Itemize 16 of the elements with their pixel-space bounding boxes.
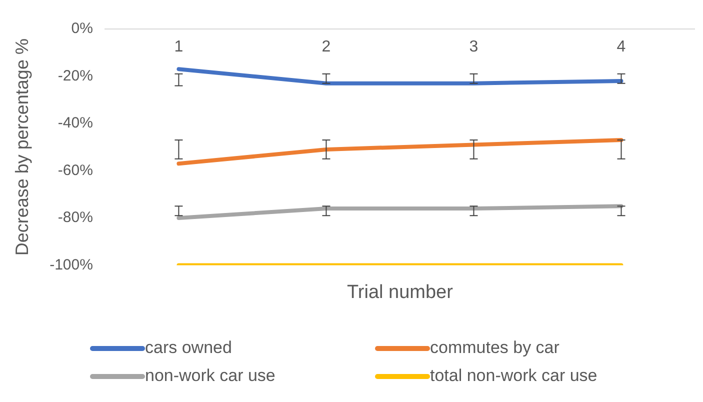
y-tick-label: -100% [50,256,93,274]
x-tick-label: 3 [469,38,478,56]
y-tick-label: -40% [58,114,93,132]
legend-label: commutes by car [430,338,560,358]
y-tick-label: -60% [58,162,93,179]
y-tick-label: -80% [58,209,93,226]
x-axis-title: Trial number [347,282,454,303]
x-tick-label: 2 [322,38,331,56]
legend-label: total non-work car use [430,366,598,386]
legend-label: cars owned [145,338,232,358]
y-axis-title: Decrease by percentage % [12,38,32,256]
y-tick-label: 0% [71,20,93,38]
legend-label: non-work car use [145,366,276,386]
x-tick-label: 1 [174,38,184,56]
y-tick-label: -20% [58,67,93,84]
x-tick-label: 4 [616,38,626,56]
